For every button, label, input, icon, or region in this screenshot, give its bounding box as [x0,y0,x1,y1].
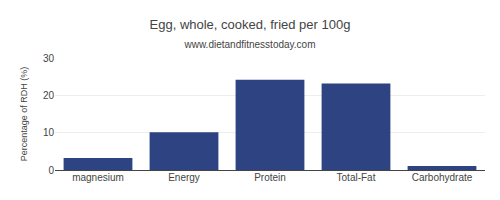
svg-text:Protein: Protein [254,172,286,183]
svg-text:magnesium: magnesium [72,172,124,183]
svg-text:Total-Fat: Total-Fat [337,172,376,183]
svg-text:Carbohydrate: Carbohydrate [412,172,473,183]
svg-text:Percentage of RDH (%): Percentage of RDH (%) [19,67,29,162]
svg-text:0: 0 [48,165,54,176]
svg-text:Egg, whole, cooked, fried per: Egg, whole, cooked, fried per 100g [150,17,351,32]
svg-text:Energy: Energy [168,172,200,183]
svg-text:www.dietandfitnesstoday.com: www.dietandfitnesstoday.com [184,39,316,50]
svg-text:20: 20 [43,90,55,101]
svg-text:30: 30 [43,53,55,64]
svg-text:10: 10 [43,127,55,138]
